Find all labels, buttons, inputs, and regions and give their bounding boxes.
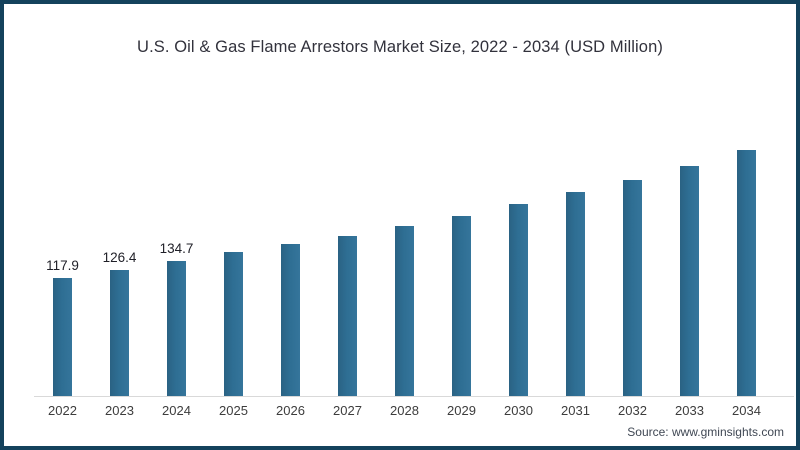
x-tick-2032: 2032 [618,403,647,418]
x-tick-2026: 2026 [276,403,305,418]
bar-2031 [566,192,585,396]
bar-column-2029 [433,126,490,396]
bar-2024 [167,261,186,396]
bar-column-2025 [205,126,262,396]
bar-column-2022: 117.9 [34,126,91,396]
bar-2023 [110,269,129,396]
bar-2032 [623,179,642,396]
x-tick-2022: 2022 [48,403,77,418]
bar-value-label-2024: 134.7 [159,241,194,257]
x-tick-2028: 2028 [390,403,419,418]
x-tick-2031: 2031 [561,403,590,418]
bar-column-2032 [604,126,661,396]
bar-2030 [509,203,528,396]
bar-2026 [281,243,300,396]
bar-2027 [338,235,357,396]
x-tick-2024: 2024 [162,403,191,418]
bar-2033 [680,165,699,396]
x-tick-2023: 2023 [105,403,134,418]
bar-column-2023: 126.4 [91,126,148,396]
bar-column-2031 [547,126,604,396]
bar-2022 [53,278,72,396]
bar-column-2026 [262,126,319,396]
bar-2034 [737,149,756,396]
source-attribution: Source: www.gminsights.com [627,425,784,439]
bar-2029 [452,215,471,396]
x-tick-2027: 2027 [333,403,362,418]
bar-column-2034 [718,126,775,396]
bar-2025 [224,251,243,396]
x-tick-2029: 2029 [447,403,476,418]
x-tick-2033: 2033 [675,403,704,418]
bar-column-2027 [319,126,376,396]
plot-area: 117.9 126.4 134.7 [34,126,775,396]
bar-column-2028 [376,126,433,396]
bar-column-2030 [490,126,547,396]
chart-title: U.S. Oil & Gas Flame Arrestors Market Si… [137,38,663,56]
bar-column-2033 [661,126,718,396]
bar-value-label-2022: 117.9 [46,258,79,274]
x-tick-2025: 2025 [219,403,248,418]
bar-2028 [395,225,414,396]
bar-column-2024: 134.7 [148,126,205,396]
x-axis-line [34,396,794,397]
x-tick-2030: 2030 [504,403,533,418]
x-tick-2034: 2034 [732,403,761,418]
bar-value-label-2023: 126.4 [102,249,137,265]
x-axis-tick-labels: 2022 2023 2024 2025 2026 2027 2028 2029 2030 2031… [34,403,775,418]
